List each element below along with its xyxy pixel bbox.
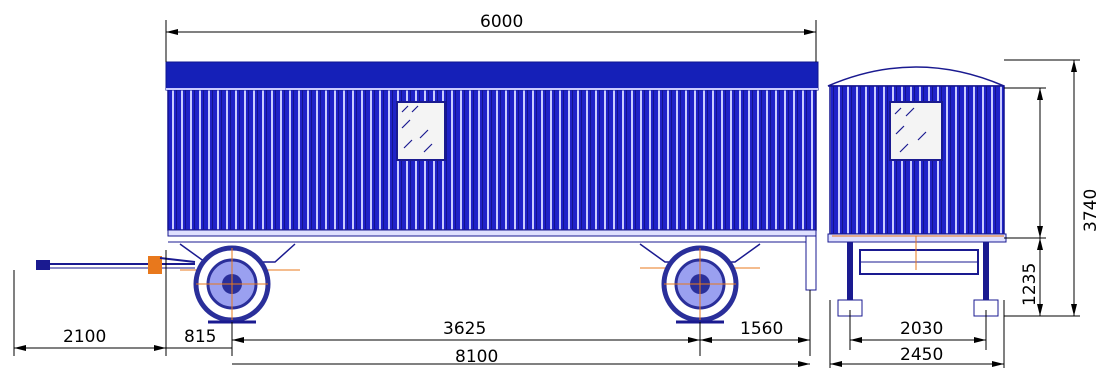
trailer-body [167,87,817,231]
front-wheel [193,245,271,324]
rear-wheel [661,245,739,324]
end-view [827,66,1007,317]
end-window [889,101,943,161]
dim-overall-width: 2450 [900,345,943,365]
dim-front-overhang: 815 [184,327,216,347]
side-view [36,61,819,324]
end-roof [827,66,1005,87]
dim-overall-length: 8100 [455,347,498,367]
side-window [396,101,446,161]
dim-wheelbase: 3625 [443,319,486,339]
chassis [167,229,817,291]
dim-overall-height: 3740 [1081,189,1101,232]
dim-track-width: 2030 [900,319,943,339]
dim-body-length: 6000 [480,12,523,32]
dim-rear-overhang: 1560 [740,319,783,339]
drawbar [36,256,196,274]
dim-drawbar: 2100 [63,327,106,347]
end-undercarriage [827,233,1007,317]
dim-floor-height: 1235 [1020,263,1040,306]
trailer-roof [165,61,819,91]
dimension-lines [13,20,1080,368]
